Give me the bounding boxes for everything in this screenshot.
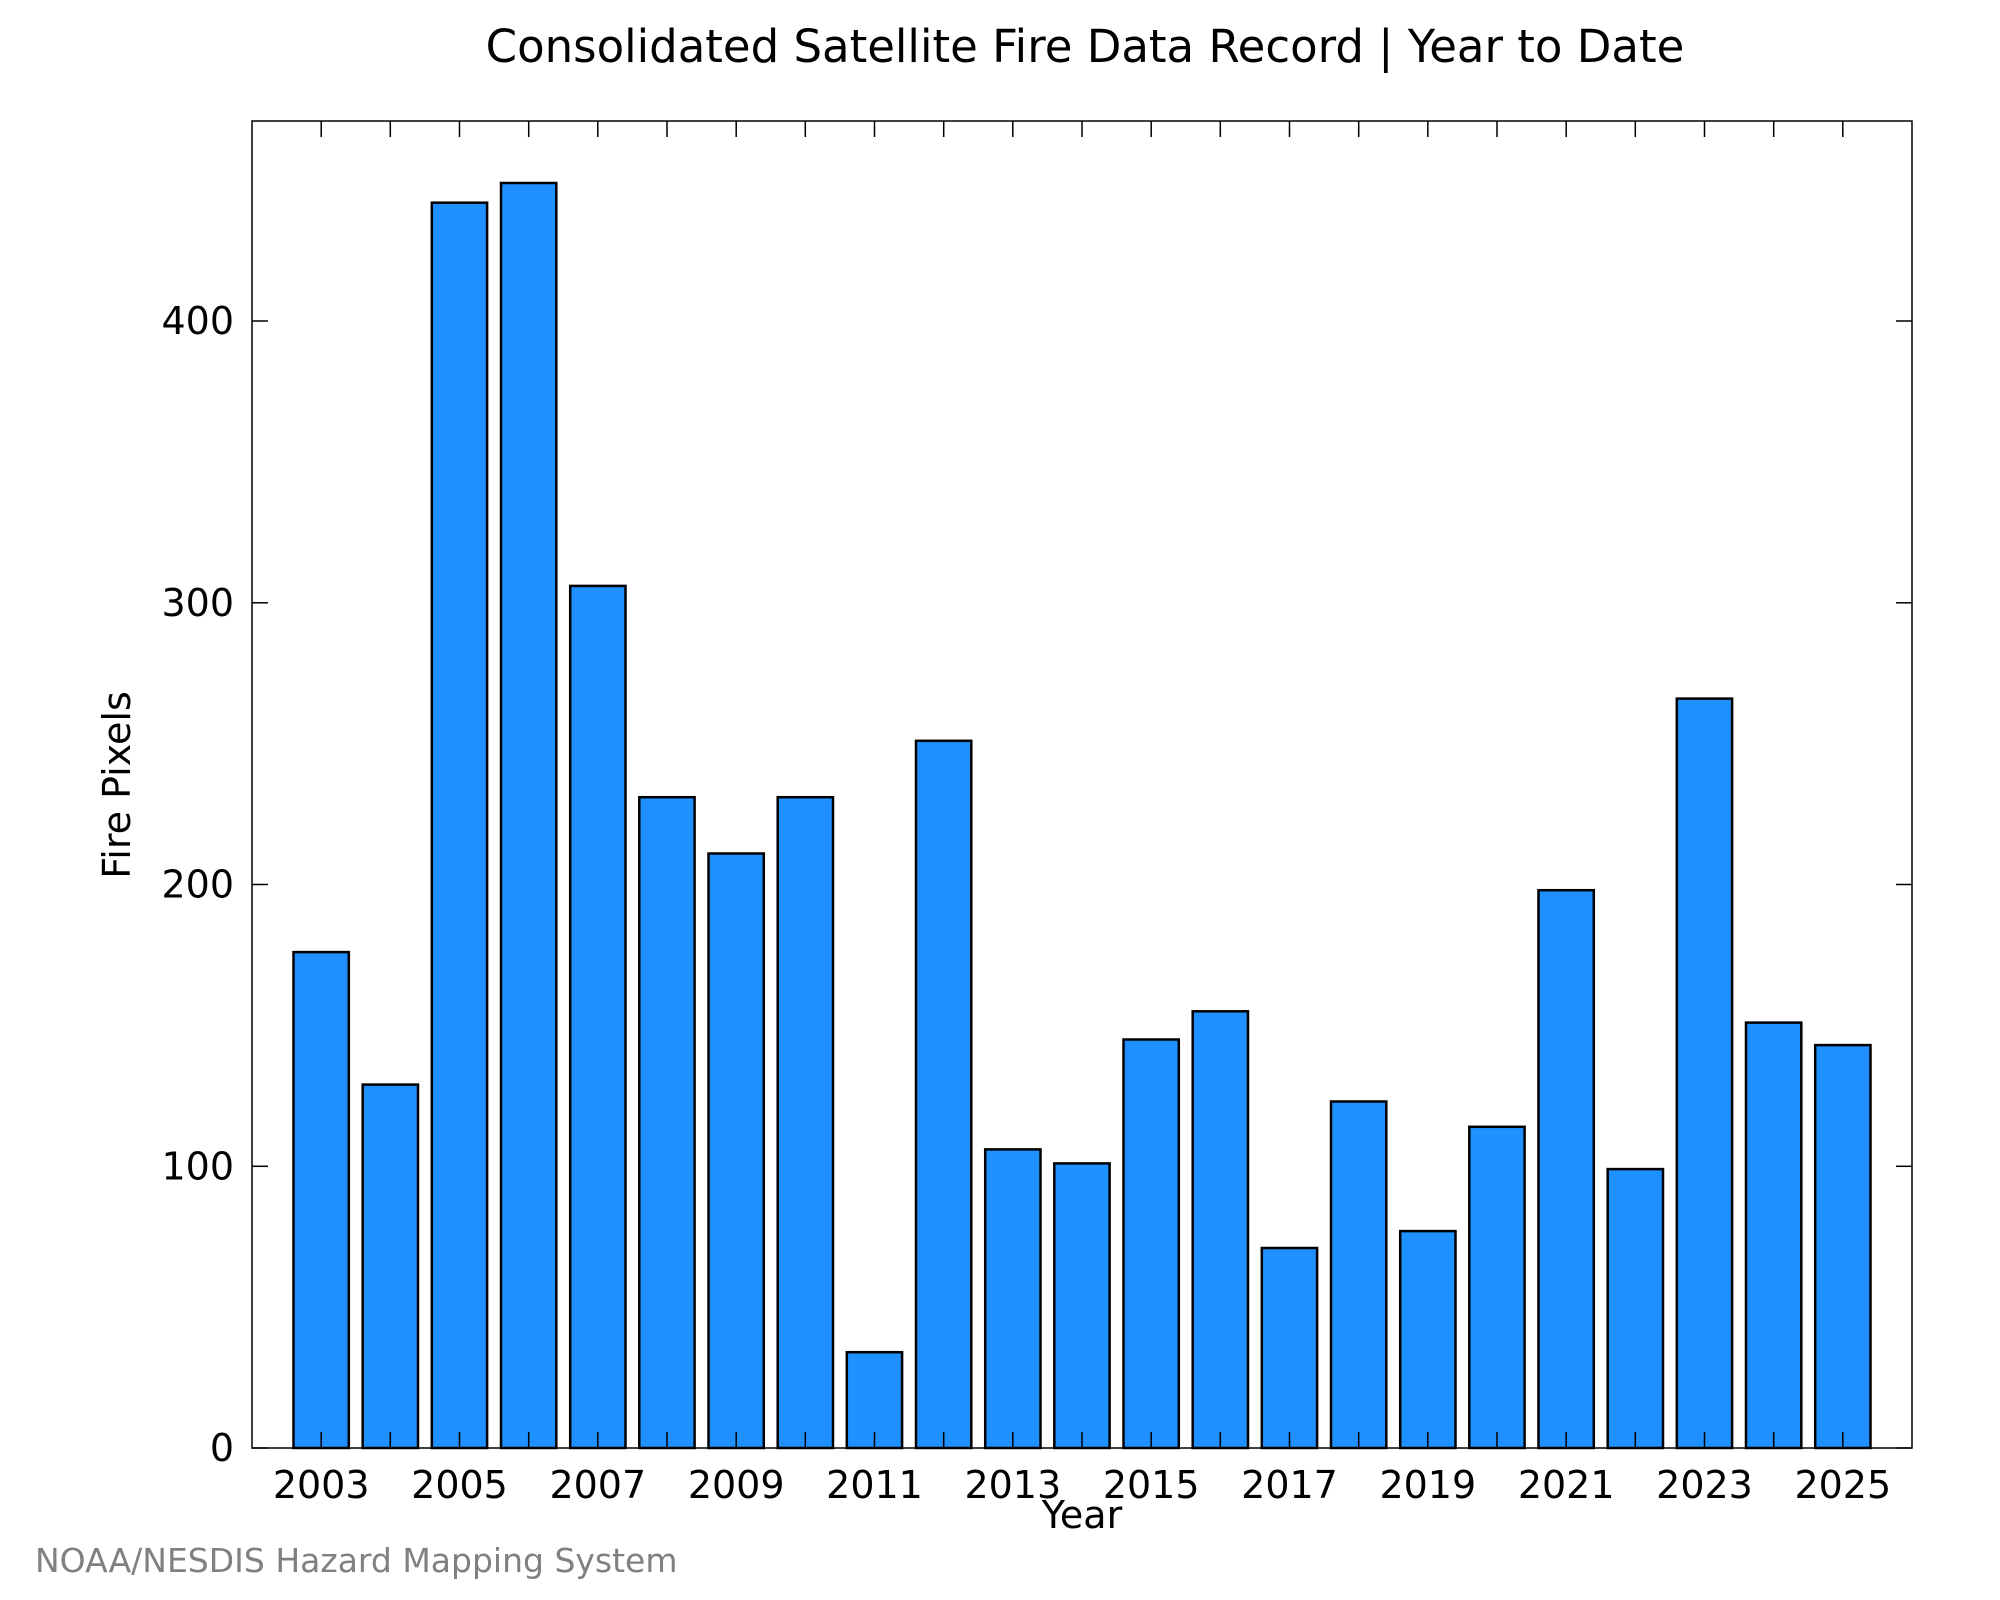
- y-axis-label: Fire Pixels: [95, 691, 139, 879]
- x-tick-label-2003: 2003: [273, 1463, 370, 1507]
- x-tick-label-2013: 2013: [964, 1463, 1061, 1507]
- bar-2019: [1398, 1229, 1457, 1450]
- x-tick-label-2011: 2011: [826, 1463, 923, 1507]
- bar-2005: [430, 201, 489, 1450]
- bar-2012: [914, 739, 973, 1450]
- bar-2014: [1053, 1162, 1111, 1450]
- bar-2018: [1329, 1100, 1388, 1450]
- x-tick-label-2021: 2021: [1518, 1463, 1615, 1507]
- bar-2013: [983, 1148, 1042, 1450]
- x-tick-label-2015: 2015: [1103, 1463, 1200, 1507]
- bar-2021: [1537, 888, 1596, 1450]
- bar-2006: [499, 181, 558, 1450]
- y-tick-label-400: 400: [161, 299, 234, 343]
- x-tick-label-2017: 2017: [1241, 1463, 1338, 1507]
- bar-2010: [776, 795, 835, 1450]
- plot-frame: [251, 120, 1913, 1449]
- bar-2003: [292, 950, 351, 1450]
- bar-2022: [1606, 1167, 1665, 1450]
- bar-2017: [1260, 1246, 1319, 1450]
- bar-2023: [1675, 697, 1734, 1450]
- x-tick-label-2025: 2025: [1794, 1463, 1891, 1507]
- bar-2004: [361, 1083, 420, 1450]
- bar-2025: [1813, 1043, 1872, 1450]
- bar-2015: [1122, 1038, 1181, 1450]
- bar-2008: [638, 795, 696, 1450]
- y-tick-label-100: 100: [161, 1144, 234, 1188]
- y-tick-labels: 0 100 200 300 400: [161, 299, 234, 1470]
- x-tick-label-2005: 2005: [411, 1463, 508, 1507]
- bar-2024: [1744, 1021, 1803, 1450]
- bar-2007: [568, 584, 627, 1450]
- x-tick-label-2009: 2009: [688, 1463, 785, 1507]
- x-tick-label-2007: 2007: [549, 1463, 646, 1507]
- y-tick-label-300: 300: [161, 581, 234, 625]
- source-credit: NOAA/NESDIS Hazard Mapping System: [35, 1541, 678, 1580]
- bar-2009: [707, 852, 766, 1450]
- bar-2020: [1468, 1125, 1526, 1450]
- bar-2016: [1191, 1010, 1250, 1450]
- chart-title: Consolidated Satellite Fire Data Record …: [486, 20, 1685, 73]
- y-tick-label-0: 0: [210, 1426, 234, 1470]
- x-axis-label: Year: [1041, 1493, 1123, 1537]
- x-tick-label-2023: 2023: [1656, 1463, 1753, 1507]
- bars-group: [292, 181, 1872, 1450]
- x-tick-label-2019: 2019: [1379, 1463, 1476, 1507]
- x-tick-labels: 2003 2005 2007 2009 2011 2013 2015 2017 2019 2021…: [273, 1463, 1891, 1507]
- y-tick-label-200: 200: [161, 863, 234, 907]
- ticks-group: [252, 121, 1912, 1449]
